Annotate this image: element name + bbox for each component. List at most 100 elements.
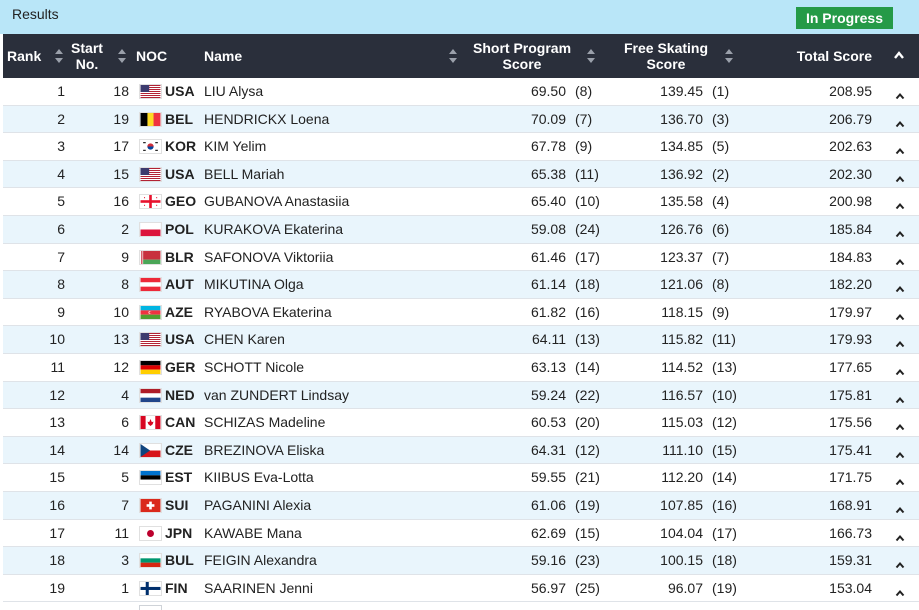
name-cell[interactable]: van ZUNDERT Lindsay [204, 386, 349, 403]
column-name-label: Name [204, 48, 243, 64]
chevron-up-icon[interactable] [895, 418, 905, 431]
name-cell[interactable]: KIM Yelim [204, 138, 267, 155]
chevron-up-icon[interactable] [895, 584, 905, 596]
chevron-up-icon[interactable] [895, 170, 905, 182]
name-cell[interactable]: SAFONOVA Viktoriia [204, 248, 334, 265]
free-skating-score-cell: 126.76 [660, 220, 703, 237]
total-score-cell: 184.83 [829, 248, 872, 265]
name-cell[interactable]: HENDRICKX Loena [204, 110, 330, 127]
flag-icon [139, 525, 162, 541]
short-program-rank-cell: (21) [575, 469, 600, 486]
name-cell[interactable]: SAARINEN Jenni [204, 579, 313, 596]
chevron-up-icon[interactable] [895, 363, 905, 376]
noc-cell: KOR [165, 138, 197, 155]
column-name[interactable]: Name [204, 34, 242, 78]
chevron-up-icon[interactable] [895, 225, 905, 238]
table-row[interactable]: 16 7 SUI PAGANINI Alexia 61.06 (19) 107.85 (16)… [3, 491, 919, 520]
free-skating-rank-cell: (17) [712, 524, 737, 541]
rank-cell: 18 [49, 552, 65, 569]
sort-free-skating-icon[interactable] [724, 47, 734, 65]
short-program-score-cell: 64.31 [530, 441, 566, 458]
column-noc[interactable]: NOC [136, 34, 167, 78]
table-row[interactable]: 6 2 POL KURAKOVA Ekaterina 59.08 (24) 126.76 (6… [3, 215, 919, 244]
name-cell[interactable]: KIIBUS Eva-Lotta [204, 469, 314, 486]
short-program-score-cell: 67.78 [530, 138, 566, 155]
free-skating-score-cell: 115.03 [661, 414, 703, 431]
table-row[interactable]: 13 6 CAN SCHIZAS Madeline 60.53 (20) 115.03 (12… [3, 409, 919, 437]
table-row[interactable]: 17 11 JPN KAWABE Mana 62.69 (15) 104.04 (17) 166… [3, 520, 919, 548]
table-row[interactable]: 4 15 USA BELL Mariah 65.38 (11) 136.92 (2) 202.3… [3, 160, 919, 189]
start-no-cell: 3 [121, 552, 129, 569]
short-program-rank-cell: (17) [575, 248, 600, 265]
chevron-up-icon[interactable] [895, 556, 905, 569]
name-cell[interactable]: SCHOTT Nicole [204, 358, 305, 375]
chevron-up-icon[interactable] [895, 87, 905, 100]
free-skating-score-cell: 139.45 [660, 83, 703, 99]
table-row[interactable]: 8 8 AUT MIKUTINA Olga 61.14 (18) 121.06 (8) 182.… [3, 271, 919, 299]
free-skating-rank-cell: (5) [712, 138, 730, 155]
name-cell[interactable]: PAGANINI Alexia [204, 496, 312, 513]
free-skating-score-cell: 114.52 [661, 358, 703, 375]
rank-cell: 8 [57, 276, 65, 293]
chevron-up-icon[interactable] [895, 142, 905, 155]
column-start-no[interactable]: Start No. [71, 34, 103, 78]
name-cell[interactable]: BELL Mariah [204, 165, 285, 182]
noc-cell: AUT [165, 276, 194, 293]
chevron-up-icon[interactable] [895, 391, 905, 403]
total-score-cell: 185.84 [829, 220, 872, 237]
table-row[interactable]: 18 3 BUL FEIGIN Alexandra 59.16 (23) 100.15 (18… [3, 547, 919, 575]
column-fs-label-1: Free Skating [623, 40, 709, 56]
name-cell[interactable]: SCHIZAS Madeline [204, 414, 326, 431]
chevron-up-icon[interactable] [895, 308, 905, 320]
flag-icon [139, 84, 162, 99]
noc-cell: GER [165, 358, 196, 375]
table-row[interactable]: 14 14 CZE BREZINOVA Eliska 64.31 (12) 111.10 (1… [3, 436, 919, 465]
chevron-up-icon[interactable] [895, 501, 905, 514]
name-cell[interactable]: GUBANOVA Anastasiia [204, 193, 350, 210]
table-row[interactable]: 5 16 GEO GUBANOVA Anastasiia 65.40 (10) 135.58… [3, 188, 919, 216]
name-cell[interactable]: FEIGIN Alexandra [204, 552, 317, 569]
table-row[interactable]: 12 4 NED van ZUNDERT Lindsay 59.24 (22) 116.57… [3, 381, 919, 410]
sort-start-icon[interactable] [117, 47, 127, 65]
short-program-rank-cell: (20) [575, 414, 600, 431]
chevron-up-icon[interactable] [895, 197, 905, 210]
chevron-up-icon[interactable] [895, 473, 905, 486]
flag-icon [139, 387, 162, 403]
table-row[interactable]: 1 18 USA LIU Alysa 69.50 (8) 139.45 (1) 208.95 [3, 78, 919, 106]
name-cell[interactable]: RYABOVA Ekaterina [204, 303, 332, 320]
flag-icon [139, 139, 162, 155]
name-cell[interactable]: KAWABE Mana [204, 524, 302, 541]
sort-rank-icon[interactable] [54, 47, 64, 65]
chevron-up-icon[interactable] [895, 529, 905, 541]
column-free-skating[interactable]: Free Skating Score [623, 34, 709, 78]
chevron-up-icon[interactable] [893, 48, 905, 62]
sort-short-program-icon[interactable] [586, 47, 596, 65]
column-short-program[interactable]: Short Program Score [473, 34, 571, 78]
rank-cell: 12 [49, 386, 65, 403]
short-program-score-cell: 59.08 [530, 220, 566, 237]
name-cell[interactable]: LIU Alysa [204, 83, 264, 99]
flag-icon [139, 553, 162, 569]
column-rank[interactable]: Rank [7, 34, 41, 78]
chevron-up-icon[interactable] [895, 115, 905, 127]
table-row[interactable]: 11 12 GER SCHOTT Nicole 63.13 (14) 114.52 (13) 1… [3, 354, 919, 382]
table-row[interactable]: 10 13 USA CHEN Karen 64.11 (13) 115.82 (11) 179.… [3, 326, 919, 354]
table-row[interactable]: 2 19 BEL HENDRICKX Loena 70.09 (7) 136.70 (3) 20… [3, 105, 919, 134]
table-row[interactable]: 9 10 AZE RYABOVA Ekaterina 61.82 (16) 118.15 (9… [3, 299, 919, 327]
chevron-up-icon[interactable] [895, 446, 905, 458]
name-cell[interactable]: BREZINOVA Eliska [204, 441, 325, 458]
table-row[interactable]: 19 1 FIN SAARINEN Jenni 56.97 (25) 96.07 (19) 15… [3, 575, 919, 603]
chevron-up-icon[interactable] [895, 253, 905, 265]
table-row[interactable]: 15 5 EST KIIBUS Eva-Lotta 59.55 (21) 112.20 (14… [3, 464, 919, 492]
table-row[interactable]: 7 9 BLR SAFONOVA Viktoriia 61.46 (17) 123.37 (7… [3, 244, 919, 272]
chevron-up-icon[interactable] [895, 280, 905, 293]
name-cell[interactable]: CHEN Karen [204, 331, 285, 348]
chevron-up-icon[interactable] [895, 335, 905, 348]
free-skating-rank-cell: (3) [712, 110, 730, 127]
column-total-score[interactable]: Total Score [793, 34, 872, 78]
table-row[interactable]: 3 17 KOR KIM Yelim 67.78 (9) 134.85 (5) 202.63 [3, 133, 919, 161]
name-cell[interactable]: MIKUTINA Olga [204, 276, 304, 293]
sort-name-icon[interactable] [448, 47, 458, 65]
name-cell[interactable]: KURAKOVA Ekaterina [204, 220, 344, 237]
